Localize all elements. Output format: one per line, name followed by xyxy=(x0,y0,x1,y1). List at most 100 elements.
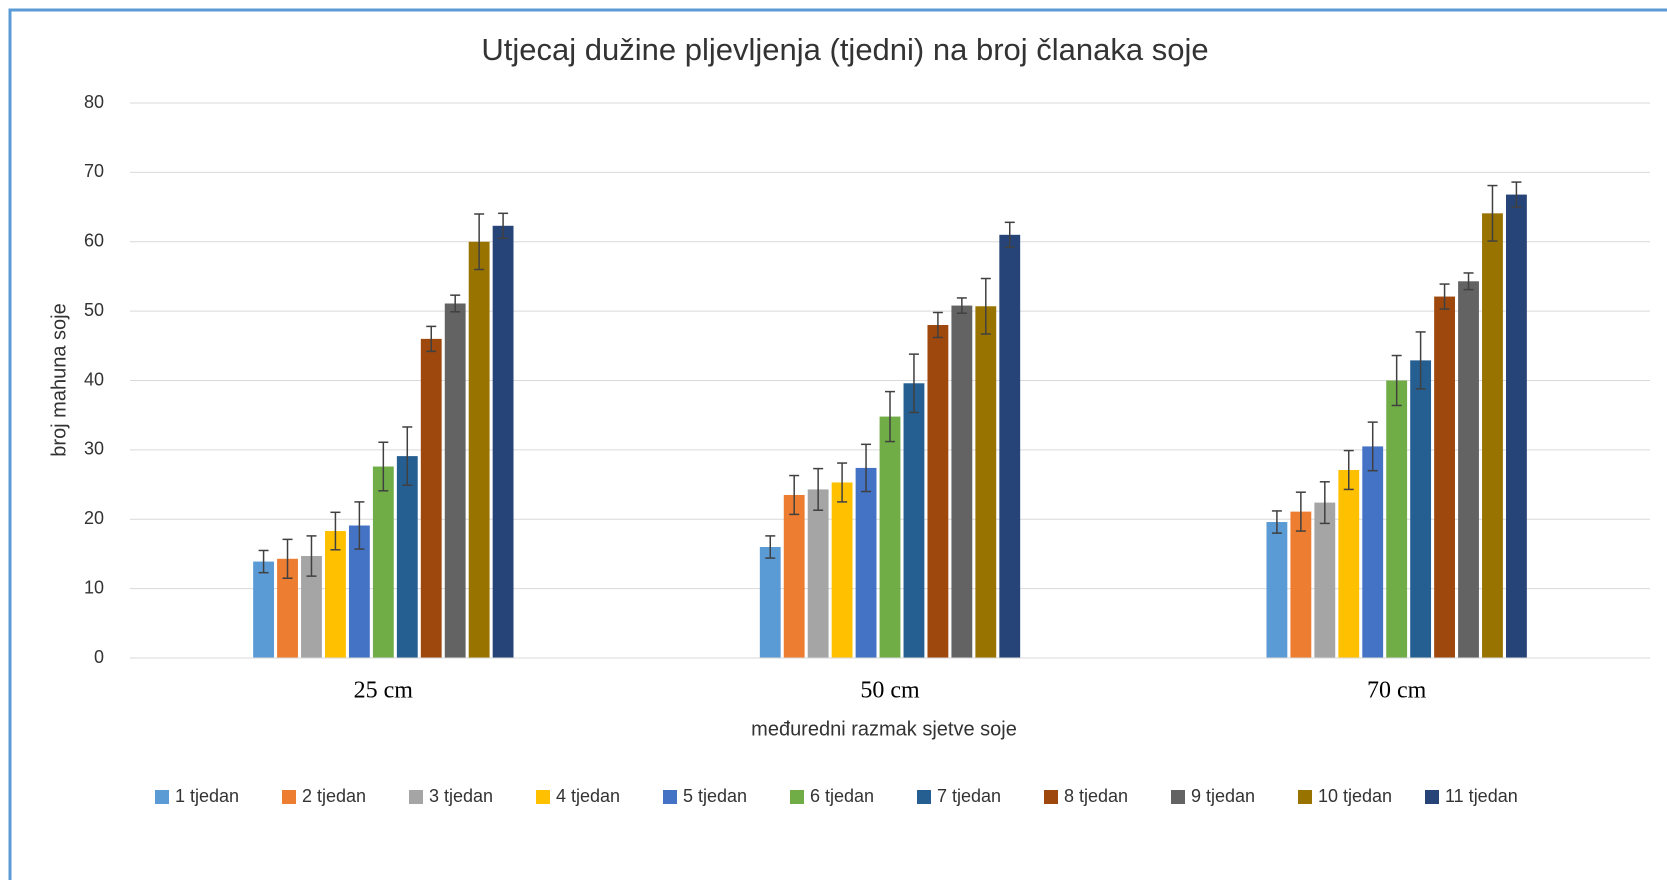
bar xyxy=(348,525,370,658)
bar xyxy=(325,531,346,658)
bar xyxy=(396,456,418,658)
bar xyxy=(831,482,853,658)
bar xyxy=(420,338,442,658)
bar xyxy=(903,383,925,658)
y-tick-label: 30 xyxy=(84,439,104,459)
error-bar xyxy=(885,390,895,443)
bar xyxy=(1434,296,1455,658)
legend-label: 1 tjedan xyxy=(175,786,239,806)
bar xyxy=(927,325,949,658)
error-bar xyxy=(837,462,848,503)
error-bar xyxy=(1391,354,1402,407)
legend-swatch xyxy=(1298,790,1312,804)
bar xyxy=(372,466,394,658)
bar xyxy=(1362,446,1384,658)
error-bar xyxy=(932,311,943,339)
bar xyxy=(301,556,322,658)
y-tick-label: 80 xyxy=(84,92,104,112)
error-bar xyxy=(1415,331,1426,390)
error-bar xyxy=(474,213,485,271)
legend-label: 8 tjedan xyxy=(1064,786,1128,806)
x-tick-label: 50 cm xyxy=(860,678,920,704)
legend-swatch xyxy=(663,790,677,804)
y-tick-label: 20 xyxy=(84,508,104,528)
bar xyxy=(253,561,274,658)
error-bar xyxy=(282,538,293,579)
error-bar xyxy=(402,426,413,487)
bar xyxy=(1266,522,1288,658)
error-bar xyxy=(861,443,872,493)
x-axis-label: međuredni razmak sjetve soje xyxy=(751,718,1017,740)
chart-title: Utjecaj dužine plјevljenja (tjedni) na b… xyxy=(481,32,1208,67)
error-bar xyxy=(1511,181,1522,208)
legend-swatch xyxy=(917,790,931,804)
y-tick-label: 70 xyxy=(84,161,104,181)
y-tick-label: 0 xyxy=(94,647,104,667)
error-bar xyxy=(306,535,317,577)
error-bar xyxy=(378,441,389,492)
legend-label: 5 tjedan xyxy=(683,786,747,806)
error-bar xyxy=(1487,184,1498,242)
legend-swatch xyxy=(282,790,296,804)
legend-swatch xyxy=(790,790,804,804)
error-bar xyxy=(1004,221,1015,249)
y-axis-label: broj mahuna soje xyxy=(48,303,70,456)
legend-swatch xyxy=(1044,790,1058,804)
legend-swatch xyxy=(155,790,169,804)
bar xyxy=(1506,194,1527,658)
legend-label: 4 tjedan xyxy=(556,786,620,806)
legend-swatch xyxy=(1425,790,1439,804)
bar xyxy=(1386,380,1408,658)
legend-swatch xyxy=(409,790,423,804)
bar xyxy=(999,234,1021,658)
error-bar xyxy=(330,511,341,551)
error-bar xyxy=(789,474,800,516)
y-tick-label: 10 xyxy=(84,577,104,597)
legend-swatch xyxy=(536,790,550,804)
chart-border xyxy=(8,8,1667,880)
bar xyxy=(1290,511,1312,658)
error-bar xyxy=(813,467,824,511)
error-bar xyxy=(1463,272,1474,291)
bar xyxy=(1410,360,1432,658)
y-tick-label: 50 xyxy=(84,300,104,320)
error-bar xyxy=(765,535,776,559)
bar xyxy=(783,494,805,658)
legend-label: 6 tjedan xyxy=(810,786,874,806)
x-tick-label: 70 cm xyxy=(1367,678,1427,704)
legend-swatch xyxy=(1171,790,1185,804)
error-bar xyxy=(1439,283,1450,310)
legend-label: 3 tjedan xyxy=(429,786,493,806)
legend-label: 7 tjedan xyxy=(937,786,1001,806)
error-bar xyxy=(258,549,269,574)
bar xyxy=(492,225,514,658)
y-tick-label: 40 xyxy=(84,369,104,389)
error-bar xyxy=(980,277,991,335)
error-bar xyxy=(908,353,919,414)
error-bar xyxy=(1343,449,1354,491)
error-bar xyxy=(1319,481,1330,525)
legend-label: 11 tjedan xyxy=(1445,786,1518,806)
bar xyxy=(1314,502,1336,658)
error-bar xyxy=(450,294,461,313)
error-bar xyxy=(498,212,509,240)
x-tick-label: 25 cm xyxy=(354,678,414,704)
error-bar xyxy=(1295,491,1306,532)
bar xyxy=(951,305,973,658)
bar xyxy=(468,241,490,658)
y-tick-label: 60 xyxy=(84,231,104,251)
legend-label: 9 tjedan xyxy=(1191,786,1255,806)
bar xyxy=(1482,213,1503,658)
bar xyxy=(975,306,997,658)
bar xyxy=(1338,469,1360,658)
legend-label: 10 tjedan xyxy=(1318,786,1392,806)
error-bar xyxy=(1271,510,1282,534)
legend-label: 2 tjedan xyxy=(302,786,366,806)
error-bar xyxy=(426,325,437,353)
bar xyxy=(879,416,901,658)
bar xyxy=(855,467,877,658)
bar xyxy=(1458,281,1479,658)
error-bar xyxy=(1367,421,1378,472)
bar xyxy=(444,303,466,658)
